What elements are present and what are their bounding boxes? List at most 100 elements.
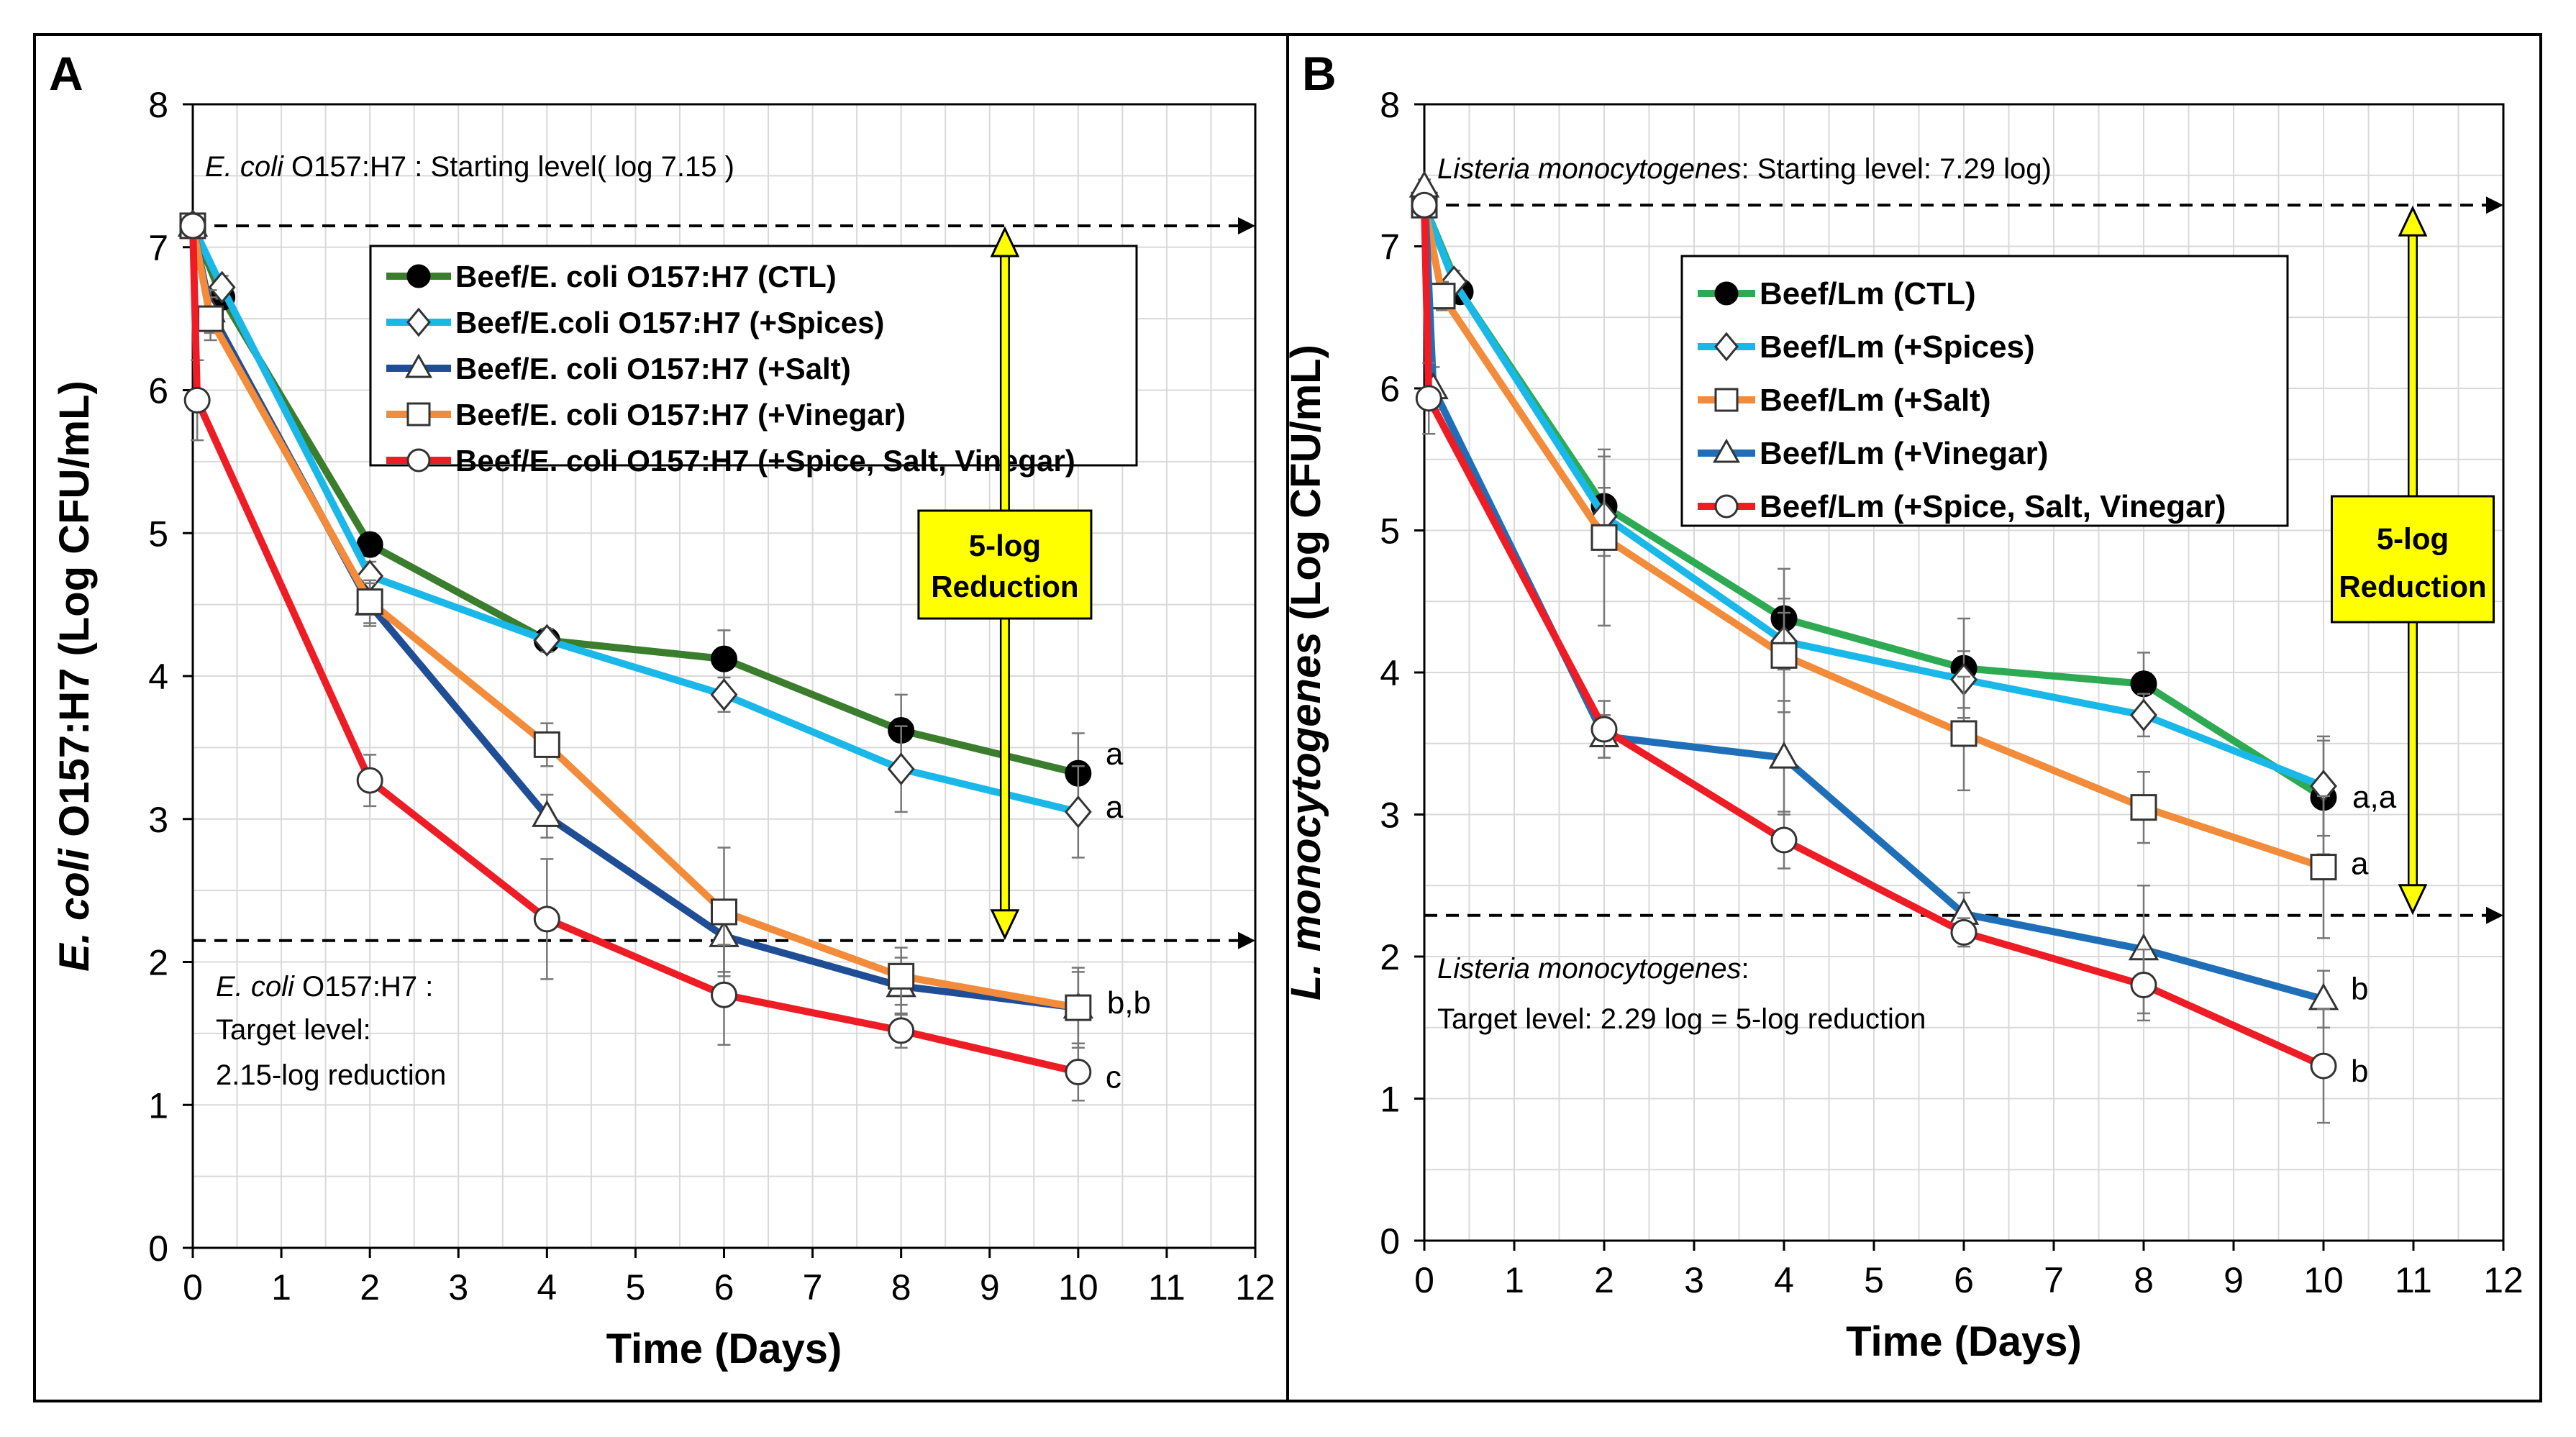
marker-open-square xyxy=(1590,524,1618,551)
marker-open-circle xyxy=(1411,191,1438,219)
reference-arrowhead xyxy=(2486,196,2503,214)
marker-open-diamond xyxy=(533,624,561,657)
marker-open-square xyxy=(197,305,224,332)
y-tick-label: 7 xyxy=(148,228,168,268)
marker-open-circle xyxy=(179,212,206,240)
panel-b-end-label: a xyxy=(2351,847,2369,882)
series-3 xyxy=(1411,191,2337,939)
marker-open-circle xyxy=(711,981,737,1008)
panel-b-y-axis-title-rest: (Log CFU/mL) xyxy=(1283,345,1329,631)
panel-b-series xyxy=(1408,170,2339,1124)
x-tick-label: 12 xyxy=(1235,1267,1275,1308)
marker-open-circle xyxy=(1590,716,1618,743)
panel-b-starting-level-text: Listeria monocytogenes: Starting level: … xyxy=(1437,153,2052,185)
panel-a-y-axis-title: E. coli O157:H7 (Log CFU/mL) xyxy=(51,380,98,972)
panel-a-start-rest: O157:H7 : Starting level( log 7.15 ) xyxy=(283,151,734,183)
panel-a-legend: Beef/E. coli O157:H7 (CTL) Beef/E.coli O1… xyxy=(369,245,1138,478)
x-tick-label: 6 xyxy=(714,1267,734,1308)
y-tick-label: 5 xyxy=(148,514,168,554)
marker-open-circle xyxy=(1950,918,1977,946)
panel-b-target-italic: Listeria monocytogenes xyxy=(1437,953,1741,985)
marker-open-circle xyxy=(2130,972,2157,998)
panel-a-end-label: b,b xyxy=(1107,985,1151,1021)
marker-open-circle xyxy=(1415,385,1442,412)
y-tick-label: 6 xyxy=(148,371,168,411)
panel-b-y-axis-title-italic: L. monocytogenes xyxy=(1283,632,1329,1000)
x-tick-label: 5 xyxy=(1864,1260,1884,1300)
panel-b-frame xyxy=(1286,33,2542,1402)
panel-b-reduction-box xyxy=(2331,495,2495,624)
marker-open-square xyxy=(406,402,431,426)
y-tick-label: 2 xyxy=(148,943,168,983)
x-tick-label: 10 xyxy=(1058,1267,1098,1308)
y-tick-label: 1 xyxy=(1380,1080,1400,1120)
y-tick-label: 8 xyxy=(148,85,168,125)
legend-entry-label: Beef/E. coli O157:H7 (CTL) xyxy=(455,260,837,293)
marker-open-diamond xyxy=(208,270,236,304)
legend-box xyxy=(1680,255,2289,527)
marker-open-triangle xyxy=(1712,438,1741,463)
y-tick-label: 4 xyxy=(148,657,168,697)
marker-open-square xyxy=(1065,994,1092,1021)
x-tick-label: 2 xyxy=(1594,1260,1614,1300)
marker-filled-circle xyxy=(406,264,431,288)
x-tick-label: 8 xyxy=(2134,1260,2154,1300)
panel-a-reduction-box xyxy=(917,509,1093,620)
marker-open-circle xyxy=(533,905,560,933)
panel-b-target-line1: Listeria monocytogenes: xyxy=(1437,953,1749,985)
x-tick-label: 2 xyxy=(360,1267,380,1308)
panel-a-starting-level-text: E. coli O157:H7 : Starting level( log 7.… xyxy=(205,151,734,183)
marker-open-diamond xyxy=(1714,332,1739,362)
y-tick-label: 5 xyxy=(1380,511,1400,552)
x-tick-label: 3 xyxy=(448,1267,468,1308)
y-tick-label: 4 xyxy=(1380,653,1400,693)
panel-a-end-label: a xyxy=(1106,736,1124,772)
y-tick-label: 3 xyxy=(148,800,168,840)
reduction-arrowhead-bottom xyxy=(990,909,1020,941)
marker-open-circle xyxy=(1065,1059,1092,1086)
marker-filled-circle xyxy=(1714,281,1739,306)
reduction-arrowhead-top xyxy=(2398,205,2428,237)
marker-open-circle xyxy=(2310,1052,2337,1080)
panel-b-start-rest: : Starting level: 7.29 log) xyxy=(1741,153,2051,185)
panel-a-target-rest: O157:H7 : xyxy=(294,971,433,1003)
panel-b-letter: B xyxy=(1302,47,1337,100)
legend-entry-label: Beef/E. coli O157:H7 (+Salt) xyxy=(455,352,851,386)
y-tick-label: 0 xyxy=(1380,1221,1400,1262)
y-tick-label: 0 xyxy=(148,1228,168,1269)
reduction-arrowhead-top xyxy=(990,226,1020,257)
x-tick-label: 3 xyxy=(1684,1260,1704,1300)
marker-open-diamond xyxy=(406,307,431,337)
x-tick-label: 9 xyxy=(2224,1260,2244,1300)
marker-open-triangle xyxy=(404,353,433,378)
reference-arrowhead xyxy=(2486,906,2503,924)
panel-a-series xyxy=(177,209,1094,1102)
marker-open-square xyxy=(888,962,915,990)
panel-a-end-label: c xyxy=(1106,1060,1121,1095)
y-tick-label: 8 xyxy=(1380,85,1400,125)
series-5 xyxy=(1411,191,2337,1124)
marker-open-diamond xyxy=(2130,698,2157,731)
panel-a-x-axis-title: Time (Days) xyxy=(606,1326,842,1372)
x-tick-label: 5 xyxy=(626,1267,646,1308)
x-tick-label: 4 xyxy=(1774,1260,1794,1300)
panel-b-end-label: a,a xyxy=(2352,780,2397,815)
legend-entry-label: Beef/Lm (+Spice, Salt, Vinegar) xyxy=(1760,489,2226,524)
marker-filled-circle xyxy=(711,645,737,672)
marker-open-square xyxy=(1950,720,1977,747)
panel-a-target-line1: E. coli O157:H7 : xyxy=(216,971,433,1003)
marker-filled-circle xyxy=(2130,670,2157,698)
panel-b-end-label: b xyxy=(2351,971,2368,1006)
legend-entry-label: Beef/E. coli O157:H7 (+Spice, Salt, Vine… xyxy=(455,444,1075,478)
panel-a-letter: A xyxy=(49,47,83,100)
panel-b-reference-lines xyxy=(1424,196,2503,924)
panel-b-target-rest: : xyxy=(1741,953,1749,985)
series-5 xyxy=(179,212,1092,1102)
marker-open-square xyxy=(1429,283,1456,310)
marker-open-diamond xyxy=(1064,795,1092,829)
